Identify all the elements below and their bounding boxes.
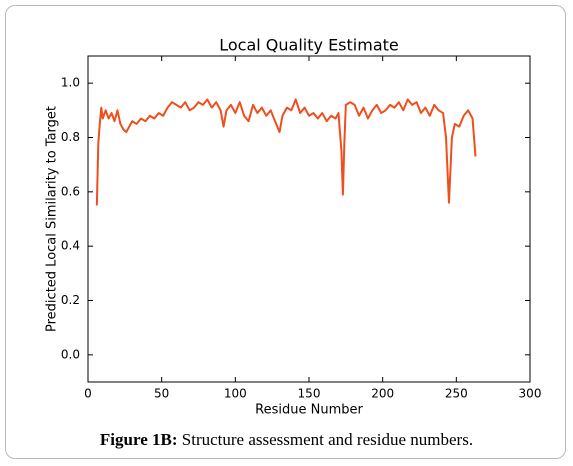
y-tick-label: 0.2 xyxy=(61,293,80,307)
caption-text: Structure assessment and residue numbers… xyxy=(181,430,474,449)
chart: Local Quality Estimate Residue Number Pr… xyxy=(45,36,542,418)
x-tick-label: 0 xyxy=(84,387,92,401)
y-tick-label: 0.8 xyxy=(61,130,80,144)
x-tick-label: 250 xyxy=(445,387,468,401)
x-tick-label: 150 xyxy=(298,387,321,401)
x-tick-label: 100 xyxy=(224,387,247,401)
y-tick-label: 0.0 xyxy=(61,347,80,361)
caption: Figure 1B: Structure assessment and resi… xyxy=(0,430,573,450)
chart-title: Local Quality Estimate xyxy=(219,36,398,55)
y-tick-label: 0.6 xyxy=(61,184,80,198)
y-axis-label: Predicted Local Similarity to Target xyxy=(45,106,60,332)
figure-frame xyxy=(5,5,566,459)
data-line xyxy=(95,98,477,206)
x-tick-label: 200 xyxy=(371,387,394,401)
x-tick-label: 50 xyxy=(154,387,169,401)
y-tick-label: 0.4 xyxy=(61,239,80,253)
y-tick-label: 1.0 xyxy=(61,76,80,90)
plot-frame xyxy=(87,55,531,383)
x-tick-label: 300 xyxy=(519,387,542,401)
x-axis-label: Residue Number xyxy=(255,403,363,418)
caption-label: Figure 1B: xyxy=(99,430,178,449)
